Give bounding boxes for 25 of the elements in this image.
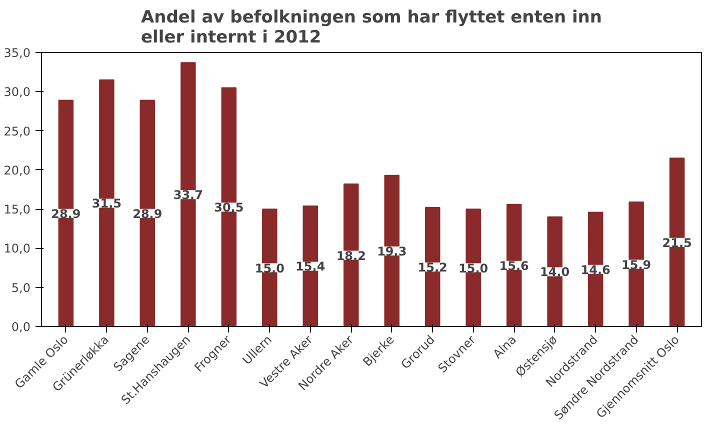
data-label: 28,9	[132, 206, 162, 221]
data-label: 15,2	[418, 260, 448, 275]
data-label: 18,2	[336, 248, 366, 263]
y-tick-label: 15,0	[4, 202, 30, 217]
data-label: 14,0	[540, 265, 570, 280]
data-label: 15,6	[499, 258, 529, 273]
data-label: 19,3	[377, 244, 407, 258]
data-label: 15,0	[458, 261, 488, 276]
data-label: 30,5	[214, 200, 244, 215]
y-tick-label: 30,0	[4, 85, 30, 100]
data-label: 28,9	[51, 206, 81, 221]
data-label: 33,7	[173, 188, 203, 202]
data-label: 15,4	[296, 260, 326, 274]
y-tick-label: 5,0	[11, 280, 31, 295]
data-label: 31,5	[92, 196, 122, 211]
y-tick-label: 10,0	[4, 242, 30, 256]
data-label: 15,0	[254, 261, 284, 276]
y-tick-label: 0,0	[11, 320, 31, 334]
y-tick-label: 25,0	[4, 124, 30, 138]
data-label: 15,9	[622, 258, 652, 272]
y-tick-label: 20,0	[4, 163, 30, 178]
y-tick-label: 35,0	[4, 46, 30, 60]
data-label: 14,6	[580, 262, 610, 277]
data-label: 21,5	[662, 236, 692, 250]
chart-title: Andel av befolkningen som har flyttet enten inn eller internt i 2012	[141, 8, 602, 48]
